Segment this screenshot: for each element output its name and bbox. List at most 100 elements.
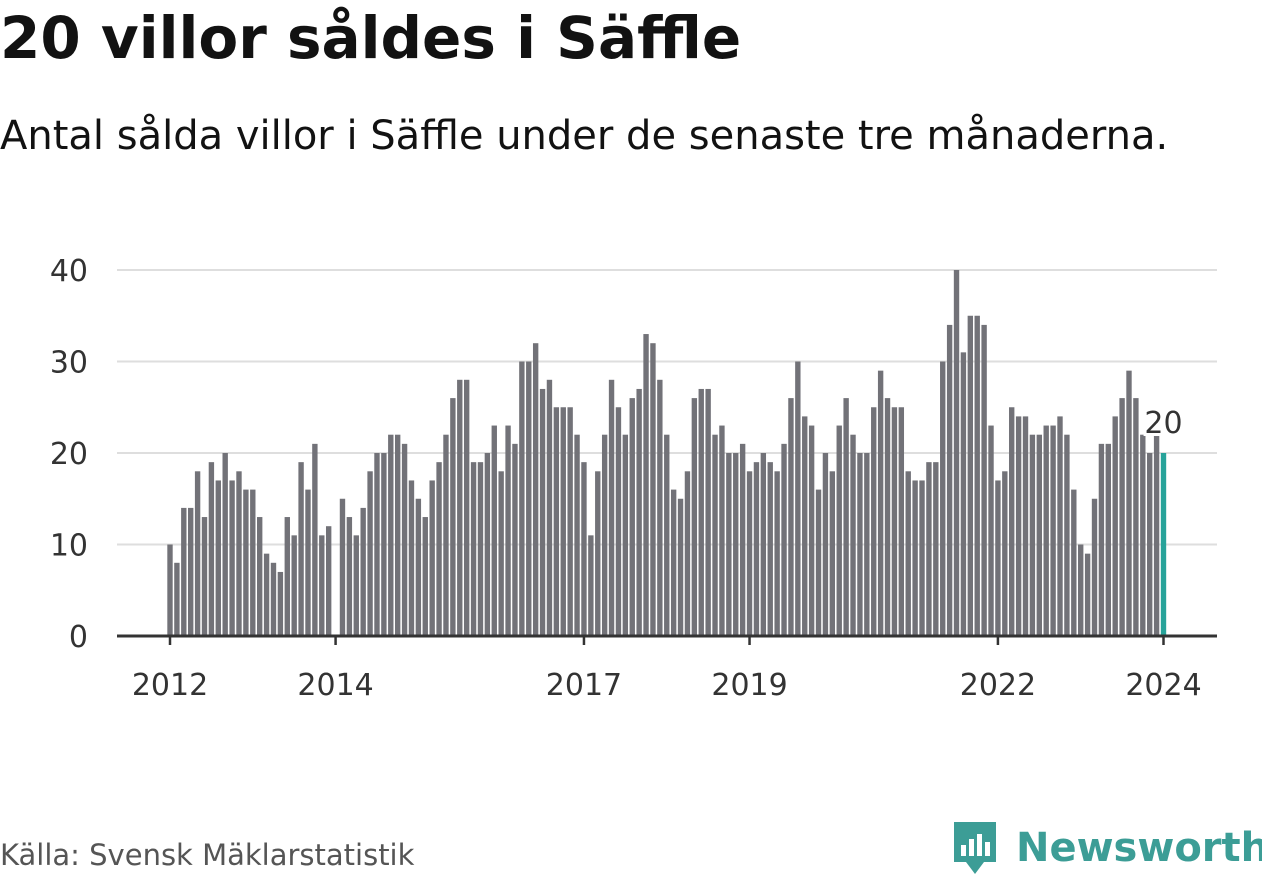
y-tick-label: 30 — [50, 346, 88, 381]
bar — [181, 507, 187, 636]
source-note: Källa: Svensk Mäklarstatistik — [0, 838, 415, 872]
bar — [864, 453, 870, 636]
bar — [739, 443, 746, 636]
x-tick-label: 2014 — [297, 668, 373, 703]
bar — [277, 571, 284, 636]
last-value-label: 20 — [1144, 406, 1182, 441]
bar — [795, 361, 801, 636]
bar — [719, 425, 725, 636]
brand[interactable]: Newsworthy — [950, 818, 1262, 878]
bar — [505, 425, 511, 636]
bar — [263, 553, 270, 636]
bar — [946, 324, 953, 636]
bar — [208, 462, 215, 636]
bar — [1147, 453, 1153, 636]
bar — [229, 480, 235, 636]
bar — [1064, 434, 1070, 636]
bar — [601, 434, 608, 636]
bar — [781, 443, 787, 636]
bar — [1002, 471, 1008, 636]
bar — [595, 471, 601, 636]
bar — [215, 480, 221, 636]
bar — [829, 471, 836, 636]
bar — [174, 562, 180, 636]
bar — [822, 453, 829, 636]
bar — [615, 407, 622, 636]
bar — [436, 462, 442, 636]
bar — [546, 379, 553, 636]
bar — [802, 416, 808, 636]
bar — [622, 434, 629, 636]
bar — [408, 480, 415, 636]
bar — [1022, 416, 1029, 636]
bar — [539, 388, 546, 636]
y-tick-label: 0 — [69, 620, 88, 655]
bar — [381, 453, 387, 636]
bar — [974, 315, 980, 636]
bar — [774, 471, 780, 636]
bar — [871, 407, 877, 636]
bar — [1140, 434, 1146, 636]
bar — [684, 471, 691, 636]
bar — [532, 343, 539, 636]
bar — [1071, 489, 1077, 636]
bar — [1009, 407, 1015, 636]
bar — [250, 489, 256, 636]
x-tick-label: 2024 — [1125, 668, 1201, 703]
bar — [905, 471, 911, 636]
bar — [1119, 398, 1125, 636]
bar — [850, 434, 856, 636]
bar — [836, 425, 842, 636]
bar — [1029, 434, 1036, 636]
bar — [808, 425, 815, 636]
bar — [912, 480, 918, 636]
bar — [726, 453, 732, 636]
bar — [388, 434, 394, 636]
y-axis-ticks: 0 10 20 30 40 — [50, 254, 88, 655]
bar — [353, 535, 359, 636]
bar — [926, 462, 932, 636]
bar — [1015, 416, 1022, 636]
bar — [995, 480, 1001, 636]
bar — [788, 398, 794, 636]
bar — [891, 407, 898, 636]
bar — [670, 489, 677, 636]
bar — [477, 462, 484, 636]
bar-highlight — [1160, 453, 1167, 636]
bar — [981, 324, 987, 636]
newsworthy-logo-icon — [954, 822, 996, 874]
bar — [1133, 398, 1139, 636]
bar — [567, 407, 573, 636]
bar — [1078, 544, 1084, 636]
bar — [877, 370, 884, 636]
bar — [553, 407, 560, 636]
bar — [319, 535, 325, 636]
bar — [429, 480, 435, 636]
x-tick-label: 2022 — [960, 668, 1036, 703]
bar — [257, 517, 263, 636]
bar — [1043, 425, 1049, 636]
bar — [843, 398, 849, 636]
bar — [933, 462, 939, 636]
bar — [367, 471, 373, 636]
bar — [953, 270, 960, 636]
bar — [1112, 416, 1118, 636]
bar — [815, 489, 822, 636]
bar — [339, 498, 346, 636]
bar — [457, 379, 463, 636]
bar — [443, 434, 449, 636]
bar — [698, 388, 704, 636]
bar — [298, 462, 304, 636]
bar — [560, 407, 566, 636]
bar — [484, 453, 491, 636]
bar — [1036, 434, 1042, 636]
bar — [325, 526, 332, 636]
bar — [305, 489, 311, 636]
bar — [201, 517, 208, 636]
bar — [960, 352, 967, 636]
bar — [222, 453, 228, 636]
bar — [394, 434, 401, 636]
bar — [1084, 553, 1091, 636]
x-tick-label: 2012 — [132, 668, 208, 703]
bar — [1050, 425, 1056, 636]
